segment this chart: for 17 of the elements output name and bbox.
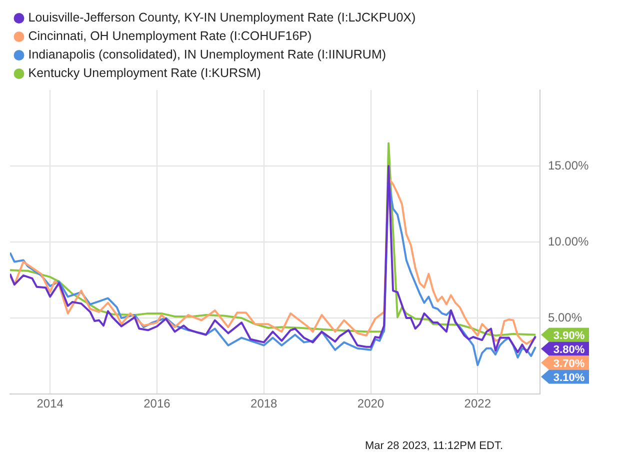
x-tick-label: 2014: [36, 396, 64, 411]
x-tick-label: 2018: [250, 396, 278, 411]
x-tick-label: 2022: [464, 396, 492, 411]
y-tick-label: 5.00%: [548, 310, 582, 324]
x-tick-label: 2016: [144, 396, 171, 411]
data-label: 3.10%: [553, 372, 585, 384]
y-tick-label: 15.00%: [548, 158, 590, 172]
legend-label: Indianapolis (consolidated), IN Unemployment Rate (I:IINURUM): [28, 48, 386, 62]
data-label: 3.70%: [553, 358, 585, 370]
legend-label: Louisville-Jefferson County, KY-IN Unemployment Rate (I:LJCKPU0X): [28, 10, 416, 25]
data-label: 3.80%: [553, 344, 585, 356]
x-tick-label: 2020: [357, 396, 384, 411]
legend-label: Cincinnati, OH Unemployment Rate (I:COHUF16P): [28, 29, 312, 44]
text: Mar 28 2023, 11:12PM EDT.: [365, 440, 503, 452]
data-label: 3.90%: [553, 330, 585, 342]
y-tick-label: 10.00%: [548, 234, 590, 248]
legend-label: Kentucky Unemployment Rate (I:KURSM): [28, 66, 261, 80]
